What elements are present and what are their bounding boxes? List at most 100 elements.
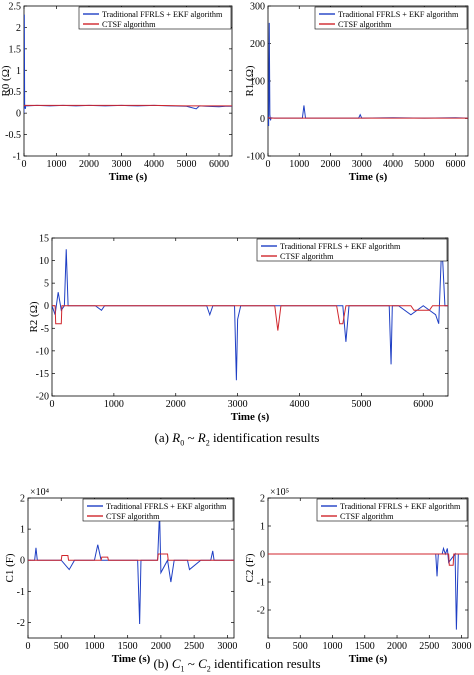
series-line-ctsf [268,553,468,566]
y-tick-label: 100 [250,77,265,88]
x-tick-label: 4000 [290,399,310,410]
y-tick-label: -2 [257,606,265,617]
y-tick-label: 2 [16,23,21,34]
chart-r0: 0 1000 2000 3000 4000 5000 6000 -1 -0.5 0 0.5 1 1.5 2… [0,2,233,183]
x-tick-label: 5000 [414,159,434,170]
y-tick-label: 2 [20,494,25,505]
y-tick-label: 1 [20,525,25,536]
series-group [268,22,468,127]
legend-box [314,6,468,30]
x-tick-label: 2000 [387,641,407,652]
x-tick-label: 2000 [151,641,171,652]
series-line-ctsf [28,553,234,561]
x-tick-label: 500 [54,641,69,652]
y-tick-label: 2 [260,494,265,505]
y-tick-label: -1 [257,578,265,589]
y-tick-label: 0 [44,301,49,312]
y-tick-label: 10 [39,256,49,267]
y-axis-label: C1 (F) [4,553,16,582]
x-axis-label: Time (s) [231,411,270,423]
x-axis-label: Time (s) [109,171,148,183]
x-tick-label: 0 [22,159,27,170]
x-tick-label: 0 [26,641,31,652]
y-tick-label: 0 [16,109,21,120]
y-tick-label: -20 [36,392,49,403]
x-tick-label: 5000 [177,159,197,170]
x-tick-label: 3000 [352,159,372,170]
x-axis-label: Time (s) [112,653,151,665]
plot-frame [27,497,235,639]
series-line-ctsf [52,305,448,331]
y-tick-label: -1 [17,587,25,598]
legend-label-traditional: Traditional FFRLS + EKF algorithm [106,502,227,511]
y-tick-label: 1 [16,66,21,77]
y-tick-label: 300 [250,2,265,13]
plot-frame [267,497,469,639]
y-axis-label: R0 (Ω) [0,65,12,96]
x-tick-label: 2000 [321,159,341,170]
chart-c1: 0 500 1000 1500 2000 2500 3000 -2 -1 0 1 2 ×10⁴ Time … [4,487,237,665]
caption-a-subscript-start: 0 [180,438,185,448]
caption-b-subscript-start: 1 [180,664,185,674]
chart-r1: 0 1000 2000 3000 4000 5000 6000-1000100200300T… [244,2,469,183]
caption-a-symbol-start: R [172,430,181,445]
y-tick-label: 1.5 [9,44,22,55]
caption-a-separator: ~ [187,430,195,445]
caption-a-label: (a) [154,430,169,445]
x-tick-label: 4000 [383,159,403,170]
x-tick-label: 2000 [166,399,186,410]
x-tick-label: 3000 [452,641,472,652]
y-axis-label: R1 (Ω) [244,65,256,96]
y-tick-label: 15 [39,234,49,245]
caption-b-text: identification results [214,656,321,671]
legend-label-traditional: Traditional FFRLS + EKF algorithm [280,242,401,251]
legend-label-ctsf: CTSF algorithm [280,252,334,261]
y-tick-label: -10 [36,346,49,357]
y-tick-label: 0 [20,556,25,567]
legend-label-traditional: Traditional FFRLS + EKF algorithm [338,10,459,19]
series-group [24,14,232,114]
legend-box [316,498,468,522]
y-tick-label: -1 [13,152,21,163]
caption-b-subscript-end: 2 [206,664,211,674]
y-tick-label: 0 [260,114,265,125]
y-tick-label: 0 [260,550,265,561]
x-tick-label: 2000 [79,159,99,170]
x-axis-label: Time (s) [349,653,388,665]
x-tick-label: 1000 [84,641,104,652]
y-exponent-label: ×10⁴ [30,487,50,498]
x-tick-label: 1500 [118,641,138,652]
legend-label-ctsf: CTSF algorithm [106,512,160,521]
caption-b-symbol-start: C [171,656,181,671]
x-tick-label: 6000 [209,159,229,170]
legend-label-traditional: Traditional FFRLS + EKF algorithm [102,10,223,19]
y-tick-label: 5 [44,279,49,290]
x-tick-label: 2500 [419,641,439,652]
x-tick-label: 1000 [289,159,309,170]
x-tick-label: 2500 [184,641,204,652]
plot-frame [23,5,233,157]
x-tick-label: 3000 [112,159,132,170]
series-group [52,242,448,381]
chart-c2: 0 500 1000 1500 2000 2500 3000 -2 -1 0 1 2 ×10⁵ Time … [244,487,472,665]
x-tick-label: 1000 [104,399,124,410]
x-tick-label: 6000 [413,399,433,410]
caption-b-symbol-end: C [198,656,207,671]
series-group [28,511,234,625]
x-tick-label: 0 [266,159,271,170]
legend-box [78,6,232,30]
series-group [268,546,468,630]
x-tick-label: 1000 [47,159,67,170]
chart-r2: 0 1000 2000 3000 4000 5000 6000 -20 -15 -10 -5 0 5 10… [28,234,449,423]
y-tick-label: -100 [247,152,265,163]
caption-b-label: (b) [153,656,169,671]
y-tick-label: 1 [260,522,265,533]
y-axis-label: C2 (F) [244,553,256,582]
caption-a-subscript-end: 2 [205,438,210,448]
legend-box [256,238,448,262]
y-tick-label: -15 [36,369,49,380]
